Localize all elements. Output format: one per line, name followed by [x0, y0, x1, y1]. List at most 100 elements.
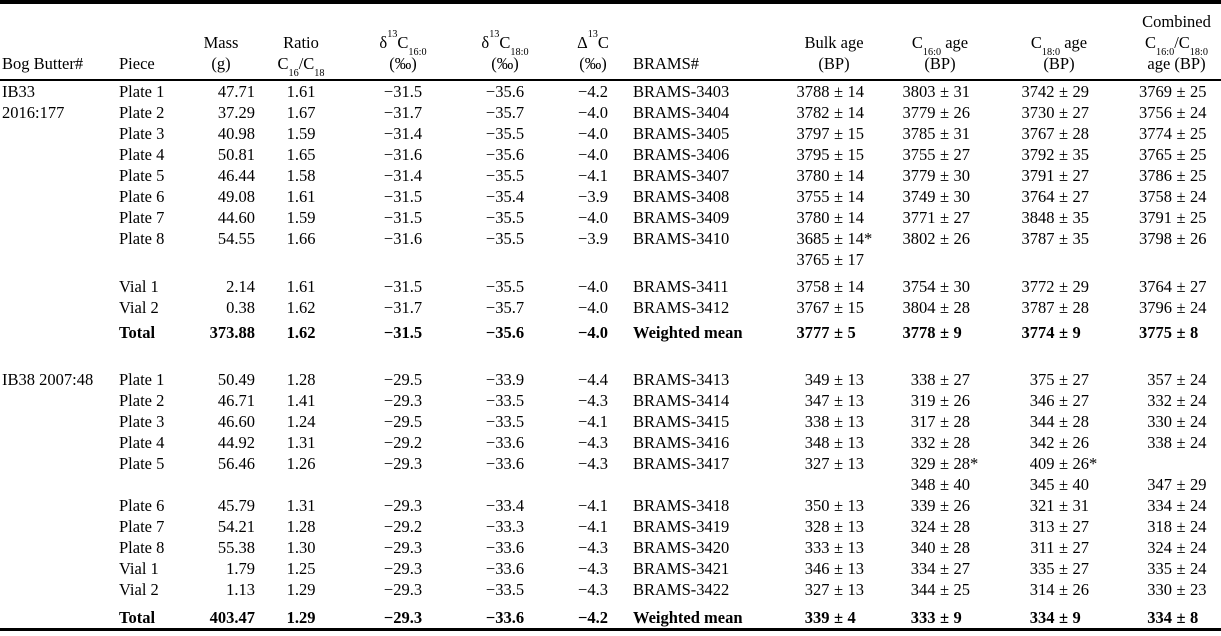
cell-piece: Plate 8 [119, 229, 165, 248]
cell-bog_butter [0, 249, 112, 270]
cell-c16_age: 324 ±28 [910, 517, 970, 536]
cell-bulk_age: 339 ±4 [804, 608, 856, 627]
cell-bulk_age: 3788 ±14 [796, 82, 865, 101]
cell-d13c_16: −29.3 [383, 608, 423, 627]
cell-piece: Vial 1 [119, 559, 159, 578]
cell-delta13c: −4.0 [577, 323, 609, 342]
cell-combined_age: 324 ±24 [1147, 538, 1207, 557]
cell-piece: Plate 3 [119, 124, 165, 143]
cell-brams: BRAMS-3413 [633, 370, 730, 389]
cell-bulk_age [782, 474, 886, 495]
cell-brams: BRAMS-3412 [633, 298, 730, 317]
cell-bog_butter: 2016:177 [2, 103, 65, 122]
cell-ratio: 1.62 [286, 323, 316, 342]
cell-mass: 50.49 [217, 370, 255, 389]
cell-d13c_16: −29.3 [383, 391, 423, 410]
cell-combined_age: 347 ±29 [1147, 475, 1207, 494]
spacer-row [0, 600, 1221, 607]
cell-c18_age: 3764 ±27 [1021, 187, 1090, 206]
cell-bog_butter [0, 322, 112, 343]
cell-delta13c: −4.3 [578, 538, 608, 557]
cell-bulk_age: 3780 ±14 [796, 208, 865, 227]
spacer-cell [0, 343, 1221, 369]
table-body: IB33 Plate 1 47.71 1.61 −31.5 −35.6 −4.2 BRAMS-… [0, 80, 1221, 628]
cell-mass: 54.55 [217, 229, 255, 248]
cell-bulk_age: 350 ±13 [804, 496, 864, 515]
cell-combined_age: 3796 ±24 [1139, 298, 1207, 317]
cell-combined_age: 3765 ±25 [1139, 145, 1207, 164]
table-row: Plate 5 46.44 1.58 −31.4 −35.5 −4.1 BRAMS-3407… [0, 165, 1221, 186]
table-row: IB38 2007:48 Plate 1 50.49 1.28 −29.5 −33.9 −4… [0, 369, 1221, 390]
cell-brams: BRAMS-3422 [633, 580, 730, 599]
cell-c16_age: 3771 ±27 [902, 208, 971, 227]
cell-piece: Plate 3 [119, 412, 165, 431]
cell-mass: 50.81 [217, 145, 255, 164]
cell-c18_age: 342 ±26 [1029, 433, 1089, 452]
table-row: Plate 7 44.60 1.59 −31.5 −35.5 −4.0 BRAMS-3409… [0, 207, 1221, 228]
cell-bog_butter [0, 390, 112, 411]
cell-bulk_age: 349 ±13 [804, 370, 864, 389]
cell-combined_age: 3764 ±27 [1139, 277, 1207, 296]
cell-c18_age: 3742 ±29 [1021, 82, 1090, 101]
cell-delta13c: −4.3 [578, 559, 608, 578]
col-header-d13c_18: δ13C18:0 (‰) [466, 4, 544, 81]
cell-piece: Plate 6 [119, 496, 165, 515]
cell-brams: BRAMS-3407 [633, 166, 730, 185]
cell-d13c_16: −29.3 [383, 538, 423, 557]
cell-bog_butter [0, 207, 112, 228]
cell-ratio: 1.25 [286, 559, 316, 578]
cell-combined_age [1124, 453, 1221, 474]
cell-brams: BRAMS-3420 [633, 538, 730, 557]
table-row: 3765 ±17 [0, 249, 1221, 270]
cell-ratio: 1.41 [286, 391, 316, 410]
cell-delta13c: −4.0 [578, 208, 608, 227]
cell-bog_butter [0, 186, 112, 207]
cell-c18_age: 314 ±26 [1029, 580, 1089, 599]
cell-brams: BRAMS-3416 [633, 433, 730, 452]
cell-brams: BRAMS-3414 [633, 391, 730, 410]
cell-ratio: 1.59 [286, 124, 316, 143]
cell-c18_age [994, 249, 1124, 270]
cell-piece: Plate 1 [119, 82, 165, 101]
table-row: Vial 1 2.14 1.61 −31.5 −35.5 −4.0 BRAMS-3411 37… [0, 276, 1221, 297]
cell-d13c_16: −31.5 [383, 187, 423, 206]
table-header: Bog Butter# Piece Mass (g) Ratio C16/C18 δ13C1… [0, 4, 1221, 81]
cell-piece: Plate 2 [119, 103, 165, 122]
cell-ratio: 1.61 [286, 277, 316, 296]
cell-d13c_18: −33.4 [485, 496, 525, 515]
cell-delta13c: −3.9 [578, 229, 608, 248]
cell-c16_age: 3804 ±28 [902, 298, 971, 317]
cell-d13c_16 [340, 249, 466, 270]
cell-ratio: 1.31 [286, 496, 316, 515]
col-header-c18_age: C18:0 age (BP) [994, 4, 1124, 81]
cell-ratio: 1.28 [286, 370, 316, 389]
cell-d13c_18: −35.6 [485, 323, 525, 342]
table-row: Plate 7 54.21 1.28 −29.2 −33.3 −4.1 BRAMS-3419… [0, 516, 1221, 537]
cell-ratio: 1.67 [286, 103, 316, 122]
col-header-bog_butter: Bog Butter# [0, 4, 112, 81]
cell-bulk_age: 3777 ±5 [796, 323, 856, 342]
spacer-cell [0, 600, 1221, 607]
col-header-brams: BRAMS# [628, 4, 782, 81]
cell-piece: Plate 8 [119, 538, 165, 557]
cell-ratio: 1.31 [286, 433, 316, 452]
cell-mass: 56.46 [217, 454, 255, 473]
cell-c16_age [886, 249, 994, 270]
cell-d13c_16: −31.5 [383, 82, 423, 101]
table-row: Total 403.47 1.29 −29.3 −33.6 −4.2 Weighted me… [0, 607, 1221, 628]
cell-delta13c: −4.0 [578, 277, 608, 296]
cell-combined_age: 3774 ±25 [1139, 124, 1207, 143]
cell-bulk_age: 3795 ±15 [796, 145, 865, 164]
cell-piece [112, 474, 180, 495]
col-header-bulk_age: Bulk age (BP) [782, 4, 886, 81]
cell-c18_age: 3730 ±27 [1021, 103, 1090, 122]
cell-d13c_16: −31.7 [383, 298, 423, 317]
cell-d13c_18: −33.5 [485, 580, 525, 599]
cell-ratio: 1.28 [286, 517, 316, 536]
cell-bulk_age: 346 ±13 [804, 559, 864, 578]
cell-c16_age: 332 ±28 [910, 433, 970, 452]
cell-d13c_18 [466, 474, 544, 495]
cell-d13c_18: −35.5 [485, 124, 525, 143]
table-row: Plate 4 50.81 1.65 −31.6 −35.6 −4.0 BRAMS-3406… [0, 144, 1221, 165]
cell-d13c_18: −33.5 [485, 391, 525, 410]
